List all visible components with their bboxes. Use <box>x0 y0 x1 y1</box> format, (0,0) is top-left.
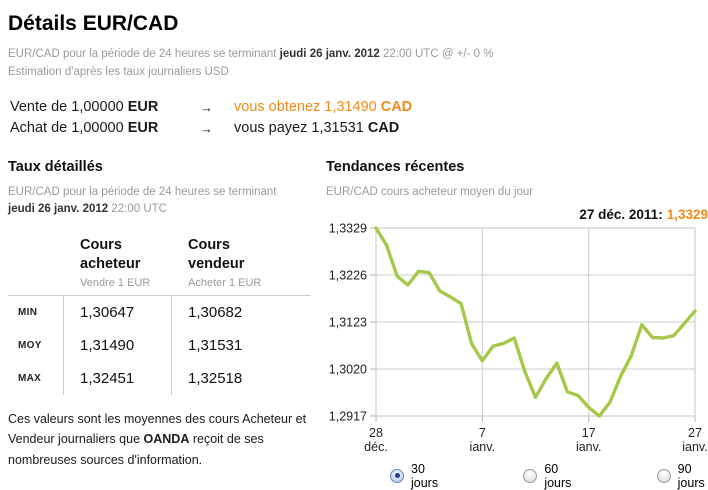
buy-currency: EUR <box>127 119 159 136</box>
svg-text:janv.: janv. <box>469 440 495 451</box>
max-bid-value: 1,32451 <box>63 362 171 396</box>
annotation-date: 27 déc. 2011: <box>579 206 663 222</box>
conversion-rates: Vente de 1,00000 EUR → vous obtenez 1,31… <box>10 97 708 139</box>
min-ask-value: 1,30682 <box>171 296 311 330</box>
table-row-moy: MOY 1,31490 1,31531 <box>8 329 311 363</box>
subtitle-suffix: 22:00 UTC @ +/- 0 % <box>379 48 494 60</box>
row-label: MAX <box>18 373 42 385</box>
sell-result-currency: CAD <box>380 98 413 115</box>
trend-chart-container: 27 déc. 2011: 1,3329 1,3329 1,3226 1,3123 1,… <box>326 207 708 456</box>
svg-text:28: 28 <box>369 426 383 440</box>
detailed-rates-section: Taux détaillés EUR/CAD pour la période d… <box>8 159 320 490</box>
table-row-max: MAX 1,32451 1,32518 <box>8 362 311 396</box>
avg-ask-value: 1,31531 <box>171 329 311 363</box>
sell-rate-row: Vente de 1,00000 EUR → vous obtenez 1,31… <box>10 97 708 118</box>
buy-result-currency: CAD <box>367 119 400 136</box>
svg-text:1,3020: 1,3020 <box>329 362 367 376</box>
trends-title: Tendances récentes <box>326 158 465 175</box>
chart-annotation: 27 déc. 2011: 1,3329 <box>579 207 708 222</box>
recent-trends-section: Tendances récentes EUR/CAD cours acheteu… <box>320 159 708 490</box>
svg-text:déc.: déc. <box>364 440 388 451</box>
buy-label: Achat de 1,00000 EUR <box>10 119 159 136</box>
row-label: MOY <box>18 340 42 352</box>
svg-text:17: 17 <box>582 426 596 440</box>
min-bid-value: 1,30647 <box>63 296 171 330</box>
svg-text:7: 7 <box>479 426 486 440</box>
arrow-icon: → <box>200 120 213 136</box>
radio-icon[interactable] <box>523 468 538 483</box>
rates-table-header: Cours acheteur Vendre 1 EUR Cours vendeur … <box>8 234 311 297</box>
radio-label: 60 jours <box>544 461 572 490</box>
radio-label: 90 jours <box>677 461 705 490</box>
arrow-icon: → <box>200 99 213 115</box>
ask-column-subtitle: Acheter 1 EUR <box>188 277 262 290</box>
detailed-rates-subtitle: EUR/CAD pour la période de 24 heures se … <box>8 185 277 215</box>
radio-30-jours[interactable]: 30 jours <box>390 462 449 490</box>
detailed-rates-time: 22:00 UTC <box>108 202 167 215</box>
oanda-brand: OANDA <box>143 432 190 447</box>
subtitle-date: jeudi 26 janv. 2012 <box>279 48 380 60</box>
svg-text:janv.: janv. <box>575 440 601 451</box>
radio-60-jours[interactable]: 60 jours <box>523 462 582 490</box>
svg-text:1,2917: 1,2917 <box>329 409 367 423</box>
radio-label: 30 jours <box>411 461 439 490</box>
sell-label: Vente de 1,00000 EUR <box>10 98 159 115</box>
subtitle-line2: Estimation d'après les taux journaliers … <box>8 65 229 78</box>
page-subtitle: EUR/CAD pour la période de 24 heures se … <box>8 46 708 82</box>
radio-90-jours[interactable]: 90 jours <box>656 461 708 490</box>
sell-result: vous obtenez 1,31490 CAD <box>234 98 413 115</box>
max-ask-value: 1,32518 <box>171 362 311 396</box>
rates-footnote: Ces valeurs sont les moyennes des cours … <box>8 412 307 467</box>
sell-currency: EUR <box>127 98 159 115</box>
period-selector: 30 jours 60 jours 90 jours <box>390 462 708 490</box>
annotation-value: 1,3329 <box>666 206 708 222</box>
svg-text:1,3329: 1,3329 <box>329 221 367 235</box>
table-row-min: MIN 1,30647 1,30682 <box>8 296 311 330</box>
trends-subtitle: EUR/CAD cours acheteur moyen du jour <box>326 185 534 198</box>
bid-column-subtitle: Vendre 1 EUR <box>80 277 151 290</box>
svg-text:janv.: janv. <box>681 440 707 451</box>
page-title: Détails EUR/CAD <box>8 12 179 35</box>
ask-column-header: Cours vendeur Acheter 1 EUR <box>171 234 311 295</box>
radio-icon[interactable] <box>390 468 404 483</box>
row-label: MIN <box>18 307 38 319</box>
corner-cell <box>8 234 63 295</box>
detailed-rates-title: Taux détaillés <box>8 158 103 175</box>
bid-column-header: Cours acheteur Vendre 1 EUR <box>63 234 171 295</box>
svg-text:1,3226: 1,3226 <box>329 268 367 282</box>
buy-result: vous payez 1,31531 CAD <box>234 119 400 136</box>
svg-text:27: 27 <box>688 426 702 440</box>
buy-rate-row: Achat de 1,00000 EUR → vous payez 1,3153… <box>10 118 708 139</box>
subtitle-prefix: EUR/CAD pour la période de 24 heures se … <box>8 48 280 60</box>
detailed-rates-date: jeudi 26 janv. 2012 <box>8 202 109 215</box>
svg-text:1,3123: 1,3123 <box>329 315 367 329</box>
trend-line-chart: 1,33291,32261,31231,30201,291728déc.7jan… <box>329 221 708 454</box>
rates-table: Cours acheteur Vendre 1 EUR Cours vendeur … <box>8 234 311 396</box>
avg-bid-value: 1,31490 <box>63 329 171 363</box>
radio-icon[interactable] <box>656 468 671 483</box>
